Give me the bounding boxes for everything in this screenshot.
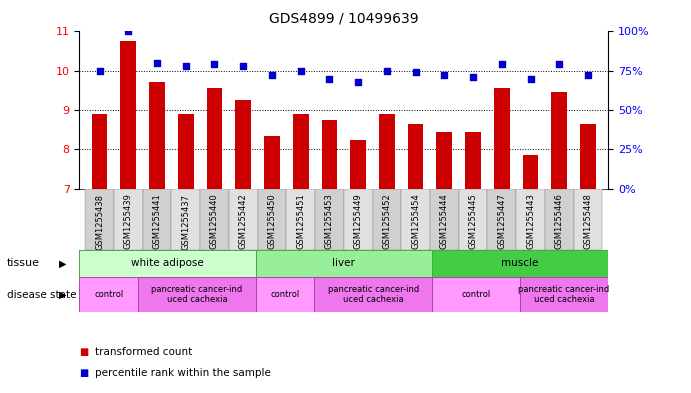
Text: GSM1255448: GSM1255448 [583,193,592,250]
Bar [408,124,424,189]
Bar [350,140,366,189]
Bar [79,250,256,277]
Bar [459,189,487,250]
Point [352,79,363,85]
Text: ■: ■ [79,347,88,357]
Bar [520,277,608,312]
Bar [494,88,510,189]
Text: GSM1255447: GSM1255447 [498,193,507,250]
Text: ▶: ▶ [59,290,66,300]
Bar [372,189,401,250]
Text: GSM1255454: GSM1255454 [411,193,420,249]
Bar [138,277,256,312]
Text: GSM1255438: GSM1255438 [95,193,104,250]
Text: disease state: disease state [7,290,77,300]
Text: GSM1255443: GSM1255443 [526,193,535,250]
Bar [401,189,430,250]
Text: GDS4899 / 10499639: GDS4899 / 10499639 [269,12,419,26]
Bar [545,189,574,250]
Bar [178,114,193,189]
Bar [256,277,314,312]
Point [468,74,479,80]
Text: control: control [462,290,491,299]
Text: tissue: tissue [7,258,40,268]
Bar [293,114,309,189]
Bar [465,132,481,189]
Text: control: control [270,290,300,299]
Bar [344,189,372,250]
Text: white adipose: white adipose [131,258,204,268]
Bar [551,92,567,189]
Bar [264,136,280,189]
Text: GSM1255451: GSM1255451 [296,193,305,249]
Point [553,61,565,68]
Bar [258,189,286,250]
Point [324,75,335,82]
Text: GSM1255452: GSM1255452 [382,193,391,249]
Text: GSM1255441: GSM1255441 [153,193,162,249]
Text: GSM1255445: GSM1255445 [468,193,477,249]
Text: GSM1255449: GSM1255449 [354,193,363,249]
Bar [256,250,432,277]
Bar [207,88,223,189]
Bar [574,189,603,250]
Text: liver: liver [332,258,355,268]
Text: control: control [94,290,124,299]
Bar [516,189,545,250]
Bar [487,189,516,250]
Bar [229,189,258,250]
Bar [85,189,114,250]
Bar [379,114,395,189]
Point [94,68,105,74]
Point [267,72,278,79]
Point [381,68,392,74]
Text: percentile rank within the sample: percentile rank within the sample [95,368,271,378]
Point [583,72,594,79]
Point [295,68,306,74]
Text: ■: ■ [79,368,88,378]
Text: pancreatic cancer-ind
uced cachexia: pancreatic cancer-ind uced cachexia [151,285,243,305]
Text: GSM1255444: GSM1255444 [440,193,449,249]
Bar [321,120,337,189]
Text: ▶: ▶ [59,258,66,268]
Text: GSM1255446: GSM1255446 [555,193,564,250]
Bar [79,277,138,312]
Text: pancreatic cancer-ind
uced cachexia: pancreatic cancer-ind uced cachexia [518,285,609,305]
Bar [92,114,108,189]
Bar [171,189,200,250]
Text: muscle: muscle [501,258,539,268]
Text: GSM1255453: GSM1255453 [325,193,334,250]
Bar [314,277,432,312]
Bar [120,41,136,189]
Bar [580,124,596,189]
Bar [149,82,165,189]
Text: GSM1255442: GSM1255442 [238,193,247,249]
Bar [286,189,315,250]
Text: pancreatic cancer-ind
uced cachexia: pancreatic cancer-ind uced cachexia [328,285,419,305]
Bar [142,189,171,250]
Bar [432,277,520,312]
Bar [114,189,142,250]
Text: transformed count: transformed count [95,347,192,357]
Point [525,75,536,82]
Point [238,63,249,69]
Point [496,61,507,68]
Point [410,69,421,75]
Point [123,28,134,35]
Bar [236,100,251,189]
Bar [437,132,452,189]
Text: GSM1255450: GSM1255450 [267,193,276,249]
Point [151,60,162,66]
Bar [430,189,459,250]
Point [180,63,191,69]
Text: GSM1255439: GSM1255439 [124,193,133,250]
Bar [522,155,538,189]
Text: GSM1255437: GSM1255437 [181,193,190,250]
Point [209,61,220,68]
Bar [200,189,229,250]
Bar [432,250,608,277]
Text: GSM1255440: GSM1255440 [210,193,219,249]
Point [439,72,450,79]
Bar [315,189,344,250]
